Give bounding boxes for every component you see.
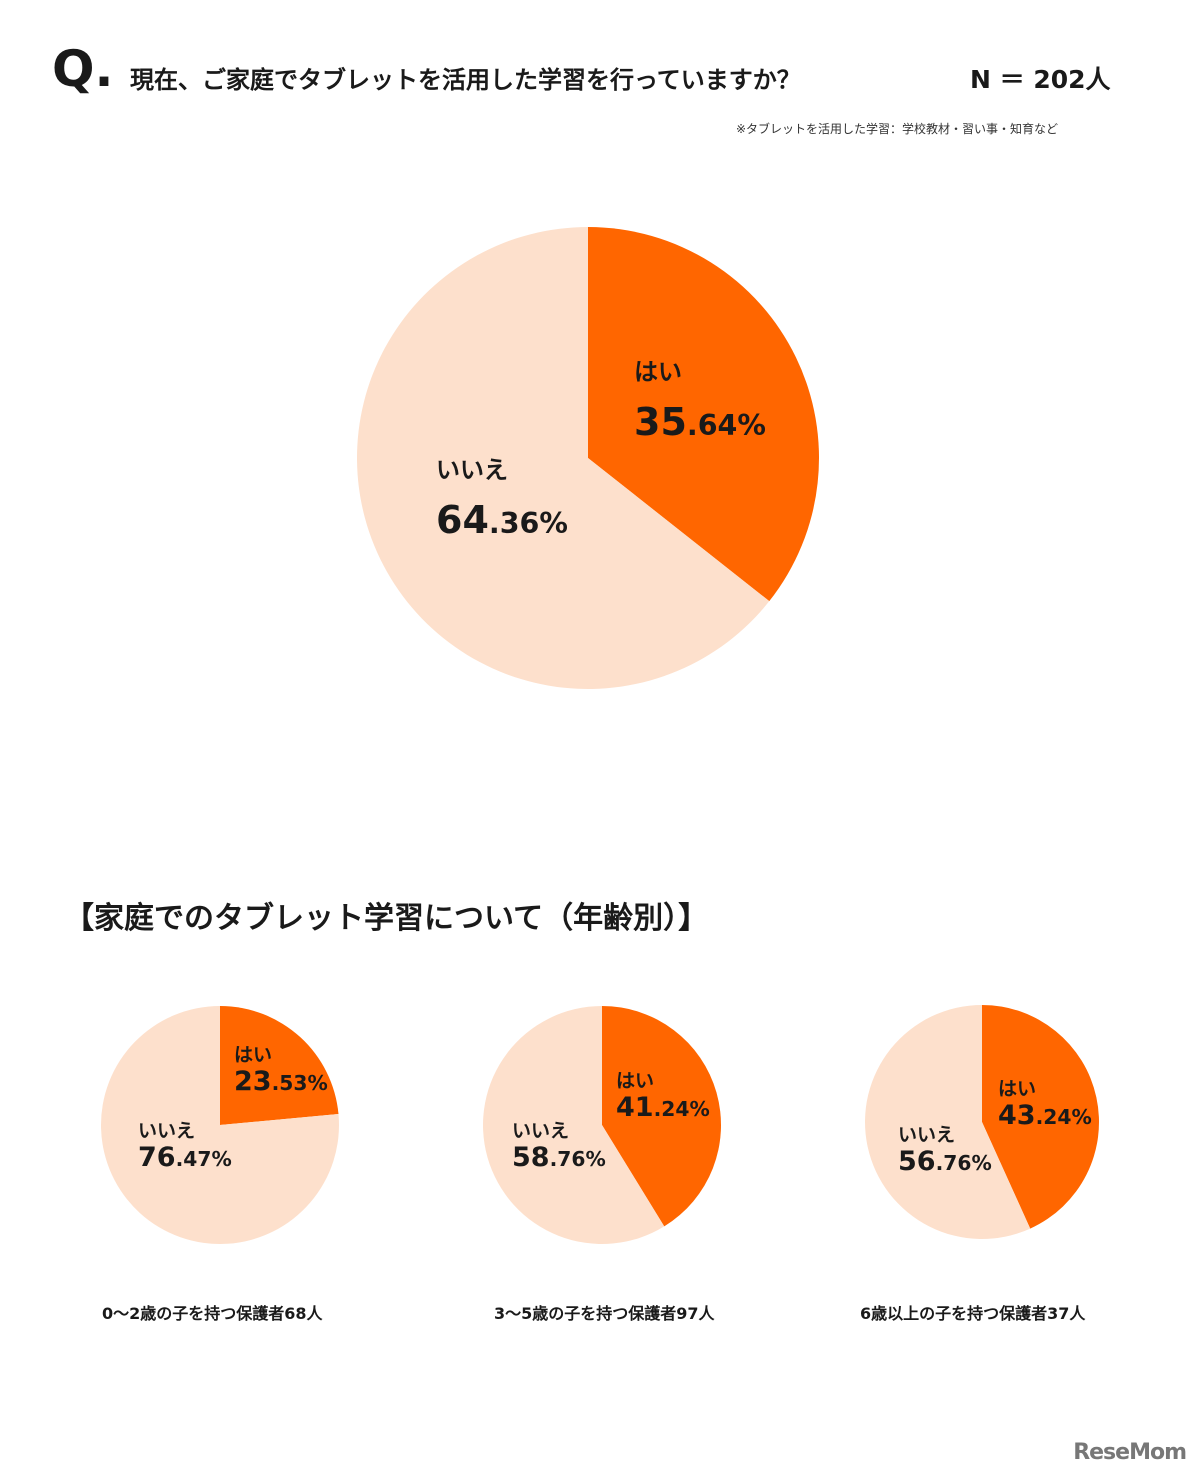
sample-size: N ＝ 202人 [970, 65, 1111, 94]
question-mark: Q. [52, 40, 114, 98]
pie1-slice-yes [220, 1006, 339, 1125]
pie3-no-label: いいえ [898, 1124, 956, 1146]
pie2-slice-yes [602, 1006, 721, 1227]
main-no-value: 64.36% [436, 498, 568, 542]
pie2-caption: 3〜5歳の子を持つ保護者97人 [494, 1304, 715, 1323]
pie3-yes-value: 43.24% [998, 1100, 1092, 1131]
pie2-no-label: いいえ [512, 1120, 570, 1142]
main-yes-value: 35.64% [634, 400, 766, 444]
pie3-slice-yes [982, 1005, 1100, 1229]
footnote: ※タブレットを活用した学習：学校教材・習い事・知育など [736, 122, 1059, 136]
pie1-caption: 0〜2歳の子を持つ保護者68人 [102, 1304, 323, 1323]
pie1-yes-label: はい [234, 1044, 273, 1066]
main-yes-label: はい [634, 358, 682, 386]
pie3-yes-label: はい [998, 1078, 1037, 1100]
pie0-slice-no [357, 227, 770, 689]
pie1-no-value: 76.47% [138, 1142, 232, 1173]
pie2-slice-no [483, 1006, 665, 1244]
main-no-label: いいえ [436, 456, 508, 484]
pie0-slice-yes [588, 227, 819, 602]
pie2-yes-value: 41.24% [616, 1092, 710, 1123]
question-title: 現在、ご家庭でタブレットを活用した学習を行っていますか？ [130, 66, 801, 94]
pie2-yes-label: はい [616, 1070, 655, 1092]
section-title: 【家庭でのタブレット学習について（年齢別）】 [64, 901, 709, 936]
resemom-logo: ReseMom [1073, 1440, 1187, 1465]
pie3-caption: 6歳以上の子を持つ保護者37人 [860, 1304, 1086, 1323]
pie1-slice-no [101, 1006, 340, 1245]
pie1-yes-value: 23.53% [234, 1066, 328, 1097]
pie1-no-label: いいえ [138, 1120, 196, 1142]
pie3-no-value: 56.76% [898, 1146, 992, 1177]
pie3-slice-no [865, 1005, 1031, 1239]
pie2-no-value: 58.76% [512, 1142, 606, 1173]
